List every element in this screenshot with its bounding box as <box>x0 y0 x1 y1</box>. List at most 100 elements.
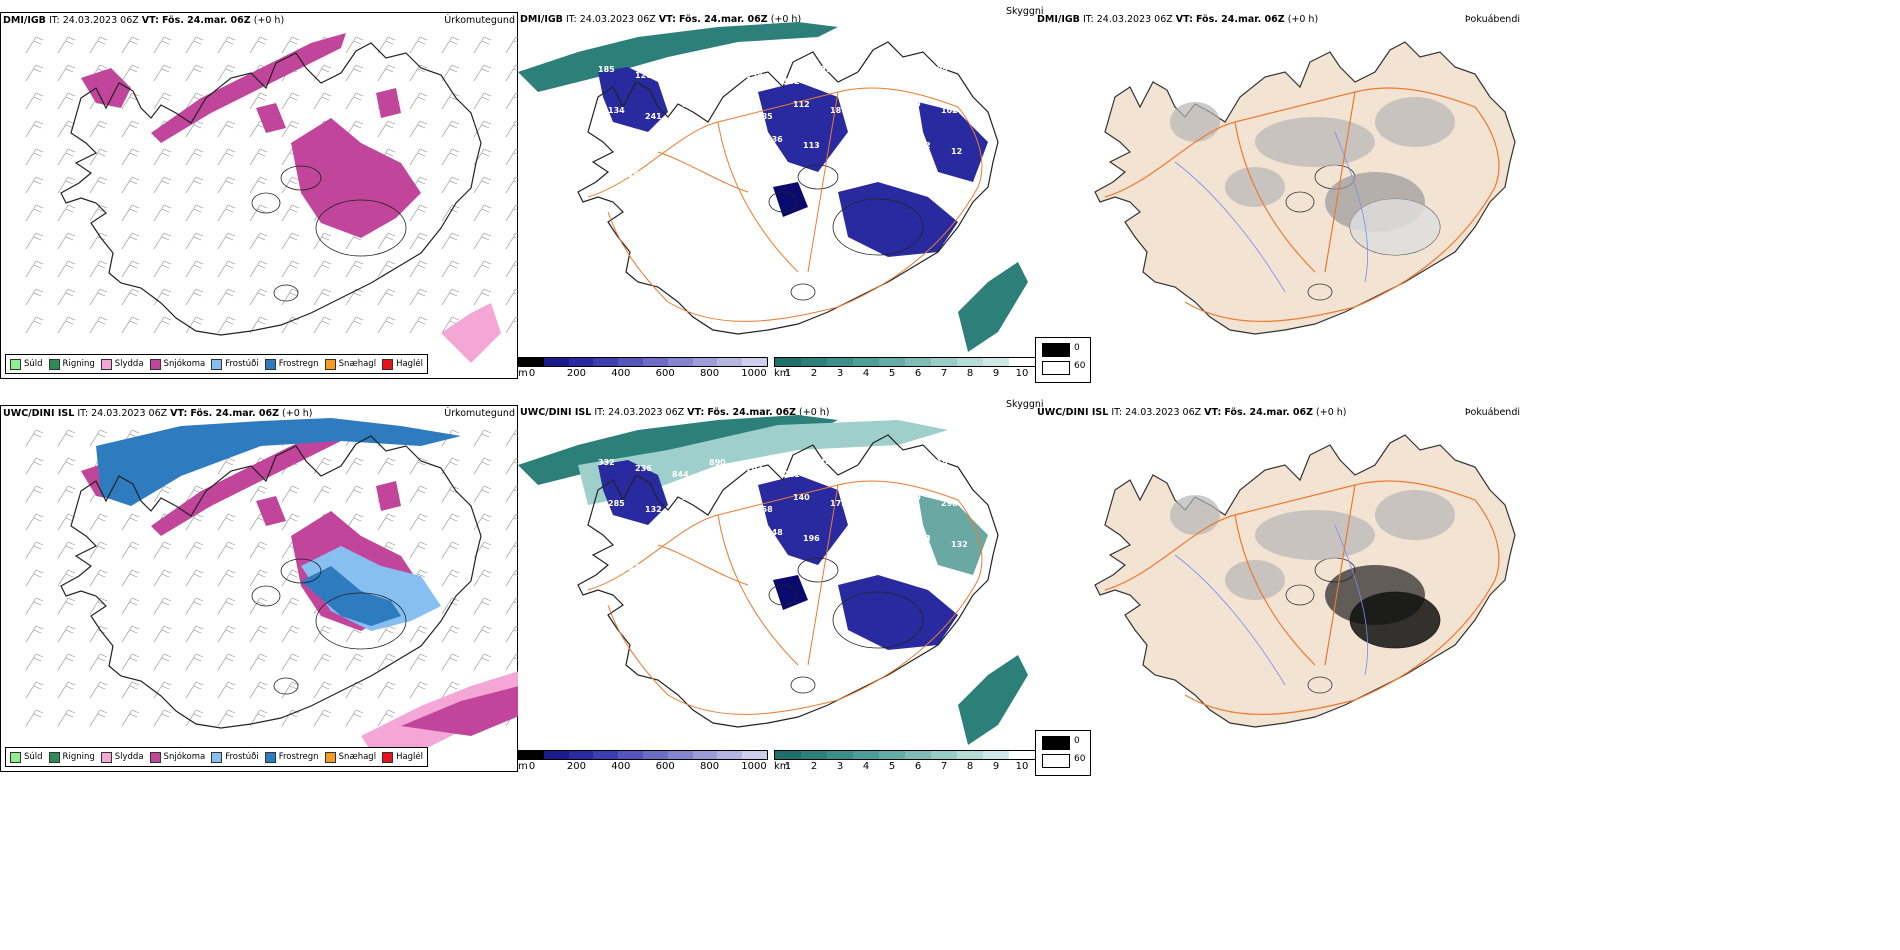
cloud-base-label: 132 <box>951 540 968 549</box>
colorbar-segment <box>642 751 668 759</box>
cloud-base-label: 109 <box>904 100 921 109</box>
colorbar-segment <box>692 751 718 759</box>
iceland-coastline <box>577 41 999 335</box>
wind-barb <box>217 36 236 54</box>
cloud-labels: 332 236 844 890 703 211 145 125 131 315 285 132 247 2… <box>598 458 968 584</box>
cloud-base-label: 132 <box>783 77 800 86</box>
wind-barb <box>153 64 172 82</box>
wind-barb <box>25 513 44 531</box>
fog-legend-swatch <box>1042 754 1070 768</box>
wind-barb <box>25 36 44 54</box>
wind-barb <box>153 485 172 503</box>
cloud-base-label: 230 <box>618 540 635 549</box>
wind-barb <box>153 316 172 334</box>
wind-barb <box>377 260 396 278</box>
wind-barb <box>153 288 172 306</box>
wind-barb <box>153 204 172 222</box>
wind-barb <box>313 316 332 334</box>
wind-barb <box>377 653 396 671</box>
wind-barb <box>89 429 108 447</box>
wind-barb <box>57 485 76 503</box>
legend-item: Haglél <box>382 358 423 370</box>
wind-barb <box>185 681 204 699</box>
legend-item: Snæhagl <box>324 751 377 763</box>
cloud-base-label: 312 <box>702 182 719 191</box>
cloud-base-label: 112 <box>793 100 810 109</box>
legend-swatch <box>149 751 161 763</box>
colorbar-tick: 7 <box>940 761 948 772</box>
wind-barb <box>185 36 204 54</box>
precip-map <box>25 418 519 766</box>
offset: (+0 h) <box>253 15 285 26</box>
colorbar-segment <box>775 358 801 366</box>
colorbar-tick: 9 <box>992 368 1000 379</box>
wind-barb <box>441 653 460 671</box>
wind-barb <box>281 176 300 194</box>
wind-barb <box>57 260 76 278</box>
legend-label: Frostregn <box>278 359 319 369</box>
wind-barb <box>25 120 44 138</box>
colorbar-ticks: m 0 200 400 600 800 1000 <box>518 760 768 774</box>
colorbar-segment <box>853 751 879 759</box>
river-lines <box>1174 131 1368 293</box>
legend-item: Snjókoma <box>149 751 205 763</box>
glacier-outline <box>315 592 407 650</box>
colorbar-unit: km <box>774 368 790 379</box>
model-name: DMI/IGB <box>1037 14 1080 25</box>
legend-swatch <box>48 751 60 763</box>
wind-barb <box>473 64 492 82</box>
wind-barb <box>505 541 519 559</box>
wind-barb <box>345 653 364 671</box>
wind-barb <box>217 232 236 250</box>
it-value: 24.03.2023 06Z <box>608 407 685 418</box>
cloud-base-label: 12 <box>840 147 851 156</box>
it-label: IT: <box>1111 407 1123 418</box>
legend-swatch <box>48 358 60 370</box>
fog-map <box>1094 41 1516 335</box>
wind-barb <box>89 260 108 278</box>
wind-barb <box>473 513 492 531</box>
vt-value: Fös. 24.mar. 06Z <box>190 408 280 419</box>
legend-swatch <box>100 751 112 763</box>
colorbar-strip <box>518 750 768 760</box>
wind-barb <box>153 148 172 166</box>
colorbar-segment <box>827 751 853 759</box>
cloud-base-label: 125 <box>692 534 709 543</box>
wind-barb <box>345 457 364 475</box>
fog-legend: 0 60 <box>1035 730 1091 776</box>
iceland-coastline <box>60 42 482 336</box>
wind-barb <box>121 64 140 82</box>
offset: (+0 h) <box>1316 407 1347 418</box>
legend-swatch <box>324 751 336 763</box>
it-value: 24.03.2023 06Z <box>1125 407 1202 418</box>
cloud-base-label: 292 <box>914 141 931 150</box>
wind-barb <box>57 176 76 194</box>
wind-barb <box>89 288 108 306</box>
legend-item: Snæhagl <box>324 358 376 370</box>
vt-label: VT: <box>1204 407 1222 418</box>
cloud-base-label: 180 <box>904 493 921 502</box>
low-cloud-area <box>838 575 958 650</box>
fog-area <box>1255 510 1375 560</box>
wind-barb <box>505 288 519 306</box>
colorbar-ticks: km 1 2 3 4 5 6 7 8 9 10 <box>774 367 1036 381</box>
colorbar-tick: 600 <box>655 368 675 379</box>
wind-barb <box>281 653 300 671</box>
wind-barb <box>441 541 460 559</box>
glacier-outline <box>1285 191 1315 213</box>
model-name: UWC/DINI ISL <box>3 408 75 419</box>
wind-barb <box>153 597 172 615</box>
wind-barb <box>153 541 172 559</box>
wind-barb <box>441 288 460 306</box>
colorbar-segment <box>905 358 931 366</box>
legend-item: Slydda <box>100 358 144 370</box>
wind-barb <box>57 36 76 54</box>
offset: (+0 h) <box>282 408 313 419</box>
colorbar-tick: 2 <box>810 761 818 772</box>
wind-barb <box>377 457 396 475</box>
fog-area <box>1170 102 1220 142</box>
legend-label: Slydda <box>114 359 144 369</box>
colorbar-tick: 1000 <box>741 761 767 772</box>
legend-label: Snæhagl <box>338 752 377 762</box>
glacier-outline <box>790 676 816 694</box>
